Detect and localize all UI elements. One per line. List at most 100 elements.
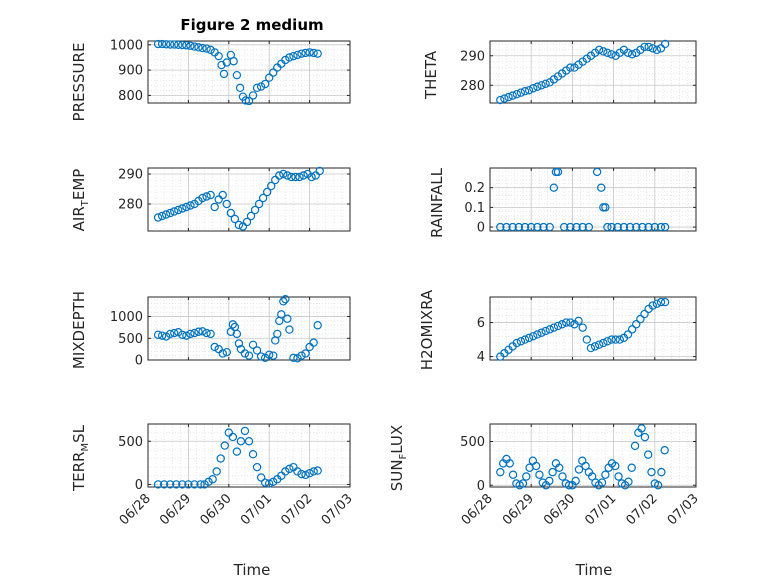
terr_msl-data-point (260, 478, 270, 487)
theta-data-point (529, 84, 538, 93)
theta-data-point (541, 79, 550, 89)
h2omixra-data-point (562, 318, 571, 327)
rainfall-data-point (619, 222, 629, 232)
theta-data-point (537, 81, 546, 90)
h2omixra-data-point (652, 299, 662, 309)
pressure-data-point (182, 41, 191, 50)
mixdepth-data-point (313, 321, 322, 330)
y-axis-label: H2OMIXRA (418, 289, 436, 370)
pressure-data-point (174, 40, 183, 49)
x-tick-label: 07/01 (238, 491, 275, 528)
x-axis-label-left: Time (233, 561, 271, 579)
y-tick-label: 290 (460, 49, 485, 64)
pressure-data-point (241, 96, 250, 105)
y-label-subscript: M (80, 443, 91, 452)
mixdepth-data-point (244, 351, 254, 360)
mixdepth-data-point (285, 325, 294, 334)
h2omixra-data-point (541, 326, 550, 336)
mixdepth-data-point (202, 328, 211, 338)
y-label-rest: SL (70, 424, 88, 443)
h2omixra-data-point (660, 297, 670, 307)
sun_flux-data-point (558, 472, 567, 481)
y-tick-label: 290 (118, 168, 143, 183)
y-axis-label: RAINFALL (428, 167, 446, 238)
y-tick-label: 0.1 (464, 201, 485, 216)
sun_flux-data-point (637, 424, 646, 433)
rainfall-data-point (527, 222, 536, 232)
axes-box (147, 423, 351, 488)
y-tick-label: 500 (460, 435, 485, 450)
mixdepth-axes: 0 500 1000 MIXDEPTH (70, 291, 351, 369)
h2omixra-data-point (623, 330, 633, 339)
y-label-rest: EMP (70, 169, 88, 200)
theta-data-point (520, 86, 530, 96)
y-tick-label: 4 (477, 350, 485, 365)
rainfall-data-point (559, 222, 569, 232)
mixdepth-data-point (170, 328, 179, 338)
y-tick-label: 0 (477, 479, 485, 494)
terr_msl-data-point (208, 475, 217, 484)
pressure-data-point (166, 40, 175, 49)
theta-data-point (533, 82, 542, 91)
theta-data-point (607, 50, 616, 59)
mixdepth-data-point (218, 349, 227, 358)
h2omixra-data-point (599, 338, 608, 348)
x-tick-label: 07/02 (624, 491, 661, 528)
x-tick-label: 06/28 (459, 491, 496, 528)
theta-data-point (594, 45, 604, 55)
terr_msl-data-point (313, 466, 322, 475)
mixdepth-data-point (273, 329, 282, 339)
sun_flux-data-point (597, 478, 607, 487)
sun_flux-data-point (611, 461, 620, 471)
y-tick-label: 1000 (110, 310, 143, 325)
air_temp-data-point (170, 207, 179, 216)
mixdepth-data-point (178, 330, 187, 339)
mixdepth-data-point (289, 353, 298, 363)
y-label-subscript: T (80, 199, 91, 207)
h2omixra-data-point (582, 335, 592, 344)
rainfall-data-point (607, 222, 616, 232)
pressure-data-point (194, 43, 203, 52)
sun_flux-data-point (555, 463, 564, 472)
h2omixra-axes: 4 6 H2OMIXRA (418, 289, 697, 370)
y-tick-label: 0 (135, 478, 143, 493)
theta-data-point (660, 39, 670, 49)
air_temp-data-point (198, 193, 207, 203)
air_temp-data-point (186, 201, 195, 210)
axes-box (489, 423, 697, 488)
pressure-data-point (301, 48, 310, 58)
mixdepth-data-point (265, 350, 274, 359)
y-tick-label: 0.2 (464, 181, 485, 196)
rainfall-data-point (520, 222, 530, 232)
terr_msl-data-point (236, 437, 246, 446)
rainfall-data-point (502, 222, 511, 232)
theta-data-point (496, 95, 505, 105)
axes-box (489, 40, 697, 104)
y-label-main: AIR (70, 206, 88, 231)
terr_msl-data-point (212, 467, 221, 476)
mixdepth-data-point (234, 339, 244, 348)
x-tick-label: 06/29 (157, 491, 194, 528)
pressure-data-point (161, 40, 171, 49)
air_temp-data-point (230, 214, 240, 224)
rainfall-data-point (597, 183, 606, 192)
air_temp-data-point (161, 210, 171, 219)
air_temp-data-point (267, 181, 276, 191)
h2omixra-data-point (553, 321, 563, 331)
rainfall-data-point (578, 222, 587, 232)
h2omixra-data-point (607, 335, 616, 344)
terr_msl-data-point (172, 480, 181, 489)
sun_flux-data-point (601, 470, 610, 479)
theta-data-point (652, 45, 662, 55)
terr_msl-data-point (232, 447, 242, 456)
rainfall-data-point (650, 222, 660, 232)
terr_msl-data-point (216, 454, 225, 463)
rainfall-data-point (644, 222, 653, 232)
rainfall-data-point (656, 222, 666, 232)
x-tick-label: 06/28 (117, 491, 154, 528)
sun_flux-data-point (578, 456, 587, 465)
air_temp-data-point (182, 202, 191, 212)
mixdepth-data-point (166, 329, 175, 339)
h2omixra-data-point (574, 316, 583, 326)
